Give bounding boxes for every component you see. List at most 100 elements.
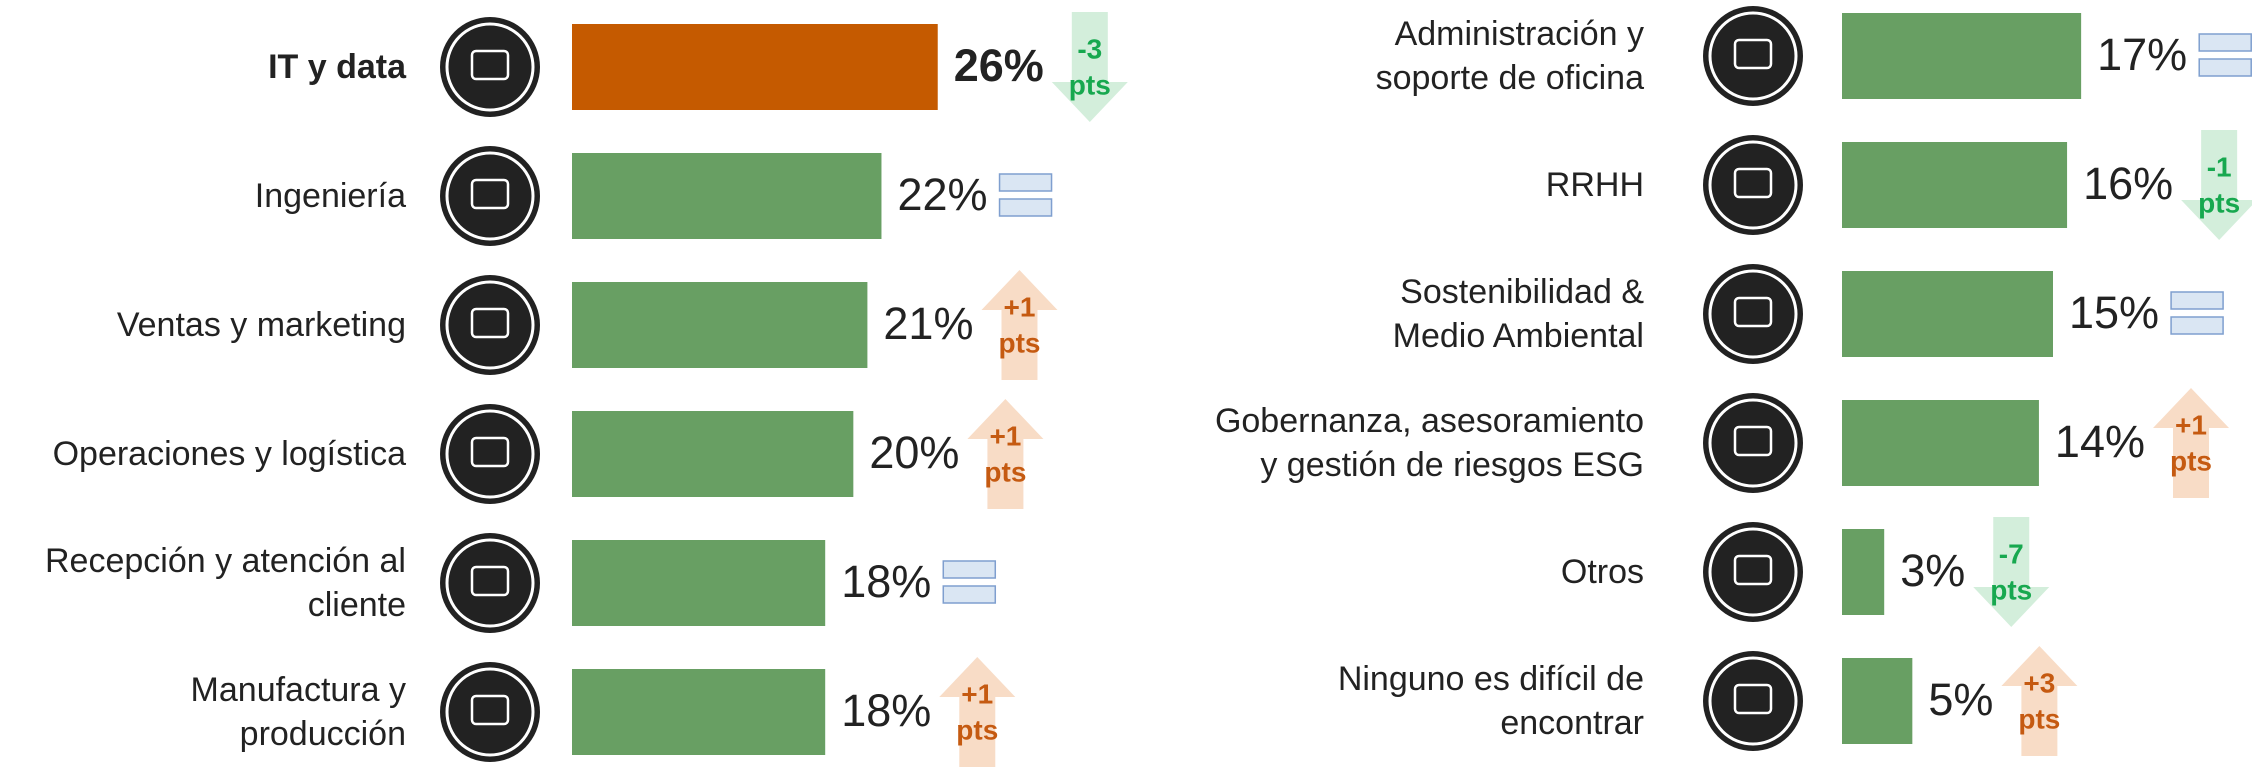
category-label: Sostenibilidad & Medio Ambiental — [1392, 273, 1644, 355]
icon-circle — [440, 275, 540, 375]
change-label: +1 — [989, 420, 1021, 451]
bar — [572, 282, 868, 368]
icon-circle — [1703, 135, 1803, 235]
bar — [572, 24, 938, 110]
icon — [1703, 393, 1803, 493]
bar — [572, 540, 826, 626]
icon — [440, 662, 540, 762]
icon-ring — [445, 151, 535, 241]
value-label: 16% — [2083, 158, 2173, 209]
icon-ring — [445, 280, 535, 370]
icon-glyph — [1733, 296, 1773, 328]
category-label: Manufactura y producción — [190, 671, 406, 753]
icon-circle — [440, 404, 540, 504]
category-label: Recepción y atención al cliente — [44, 542, 406, 624]
change-label: +1 — [2175, 409, 2207, 440]
change-equal — [942, 585, 997, 604]
icon-ring — [445, 409, 535, 499]
category-label: Ventas y marketing — [116, 306, 406, 344]
icon-ring — [445, 667, 535, 757]
icon — [1703, 651, 1803, 751]
change-label: +3 — [2023, 667, 2055, 698]
change-arrow — [2181, 130, 2252, 240]
change-label: -1 — [2207, 151, 2232, 182]
icon-circle — [1703, 522, 1803, 622]
category-label: Ingeniería — [254, 177, 406, 215]
icon-glyph — [1733, 683, 1773, 715]
icon — [440, 146, 540, 246]
bar — [572, 411, 854, 497]
value-label: 18% — [841, 556, 931, 607]
bar — [1842, 400, 2039, 486]
change-equal — [2170, 291, 2224, 310]
category-label: Ninguno es difícil de encontrar — [1337, 660, 1644, 742]
change-label: -7 — [1999, 538, 2024, 569]
change-equal — [998, 173, 1053, 192]
change-unit: pts — [984, 456, 1026, 487]
icon-ring — [1708, 269, 1798, 359]
bar — [1842, 13, 2082, 99]
value-label: 3% — [1900, 545, 1965, 596]
icon — [1703, 6, 1803, 106]
change-arrow — [939, 657, 1016, 767]
category-label: Gobernanza, asesoramiento y gestión de r… — [1214, 402, 1644, 484]
value-label: 20% — [869, 427, 959, 478]
icon-ring — [1708, 11, 1798, 101]
icon — [440, 533, 540, 633]
icon-glyph — [1733, 38, 1773, 70]
change-equal — [998, 198, 1053, 217]
icon — [1703, 135, 1803, 235]
icon-circle — [440, 146, 540, 246]
icon-glyph — [470, 436, 510, 468]
change-unit: pts — [1069, 69, 1111, 100]
icon-glyph — [470, 694, 510, 726]
icon-circle — [440, 662, 540, 762]
icon — [440, 404, 540, 504]
icon-circle — [1703, 393, 1803, 493]
change-unit: pts — [1990, 574, 2032, 605]
value-label: 15% — [2069, 287, 2159, 338]
icon-ring — [445, 538, 535, 628]
icon-glyph — [470, 178, 510, 210]
bar — [1842, 271, 2053, 357]
change-equal — [2198, 33, 2252, 52]
value-label: 22% — [897, 169, 987, 220]
category-label: Administración y soporte de oficina — [1375, 15, 1644, 97]
change-unit: pts — [998, 327, 1040, 358]
bar — [1842, 529, 1885, 615]
value-label: 17% — [2097, 29, 2187, 80]
change-unit: pts — [956, 714, 998, 745]
category-label: IT y data — [268, 48, 406, 86]
icon — [1703, 522, 1803, 622]
category-label: Operaciones y logística — [52, 435, 406, 473]
change-arrow — [967, 399, 1044, 509]
icon-ring — [1708, 140, 1798, 230]
change-arrow — [981, 270, 1058, 380]
value-label: 21% — [883, 298, 973, 349]
icon — [440, 275, 540, 375]
change-arrow — [2153, 388, 2230, 498]
category-label: Otros — [1560, 553, 1644, 591]
icon-glyph — [470, 565, 510, 597]
bar — [1842, 658, 1913, 744]
icon-glyph — [470, 49, 510, 81]
icon-circle — [440, 17, 540, 117]
icon-circle — [1703, 264, 1803, 364]
value-label: 18% — [841, 685, 931, 736]
icon-glyph — [1733, 167, 1773, 199]
bar — [572, 153, 882, 239]
change-unit: pts — [2018, 703, 2060, 734]
icon-glyph — [1733, 554, 1773, 586]
change-label: +1 — [961, 678, 993, 709]
change-label: -3 — [1077, 33, 1102, 64]
change-unit: pts — [2170, 445, 2212, 476]
change-equal — [942, 560, 997, 579]
value-label: 26% — [954, 40, 1044, 91]
change-arrow — [1973, 517, 2050, 627]
icon-circle — [440, 533, 540, 633]
icon-ring — [445, 22, 535, 112]
bar — [572, 669, 826, 755]
value-label: 5% — [1928, 674, 1993, 725]
category-label: RRHH — [1545, 166, 1644, 204]
